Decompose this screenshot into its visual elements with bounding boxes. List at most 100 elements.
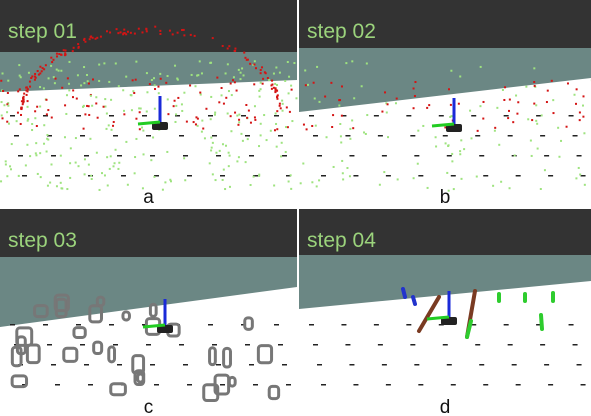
- floor-mark: [47, 344, 52, 346]
- point: [270, 130, 272, 132]
- point: [190, 34, 192, 36]
- point: [236, 115, 238, 117]
- point: [166, 151, 168, 153]
- point: [130, 32, 132, 34]
- point: [341, 115, 343, 117]
- point: [290, 174, 292, 176]
- point: [579, 174, 581, 176]
- point: [43, 124, 45, 126]
- point: [527, 118, 529, 120]
- floor-mark: [10, 115, 15, 117]
- point: [118, 162, 120, 164]
- point: [134, 156, 136, 158]
- point: [167, 98, 169, 100]
- point: [238, 119, 240, 121]
- point: [64, 136, 66, 138]
- point: [96, 152, 98, 154]
- floor-mark: [504, 115, 509, 117]
- floor-mark: [80, 135, 85, 137]
- floor-mark: [187, 384, 192, 386]
- point: [276, 110, 278, 112]
- floor-mark: [475, 135, 480, 137]
- point: [181, 110, 183, 112]
- point: [151, 79, 153, 81]
- point: [201, 72, 203, 74]
- point: [552, 112, 554, 114]
- point: [34, 117, 36, 119]
- floor-mark: [544, 155, 549, 157]
- floor-mark: [179, 344, 184, 346]
- point: [533, 103, 535, 105]
- point: [288, 92, 290, 94]
- panel-title: step 04: [307, 229, 376, 252]
- point: [132, 79, 134, 81]
- point: [470, 137, 472, 139]
- floor-mark: [249, 155, 254, 157]
- point: [498, 144, 500, 146]
- floor-mark: [109, 115, 114, 117]
- point: [47, 185, 49, 187]
- point: [100, 36, 102, 38]
- point: [43, 68, 45, 70]
- point: [222, 179, 224, 181]
- point: [271, 80, 273, 82]
- point: [103, 62, 105, 64]
- point: [224, 188, 226, 190]
- point: [243, 52, 245, 54]
- point: [282, 110, 284, 112]
- point: [123, 113, 125, 115]
- point: [445, 142, 447, 144]
- floor-mark: [150, 155, 155, 157]
- floor-mark: [121, 175, 126, 177]
- point: [273, 87, 275, 89]
- point: [202, 128, 204, 130]
- point: [230, 115, 232, 117]
- point: [232, 79, 234, 81]
- point: [83, 82, 85, 84]
- point: [125, 76, 127, 78]
- point: [177, 97, 179, 99]
- floor-mark: [51, 155, 56, 157]
- point: [61, 54, 63, 56]
- point: [304, 69, 306, 71]
- point: [2, 72, 4, 74]
- point: [88, 164, 90, 166]
- point: [479, 105, 481, 107]
- point: [254, 105, 256, 107]
- point: [234, 112, 236, 114]
- point: [459, 153, 461, 155]
- point: [247, 138, 249, 140]
- point: [122, 89, 124, 91]
- point: [303, 124, 305, 126]
- point: [152, 136, 154, 138]
- floor-mark: [353, 175, 358, 177]
- floor-mark: [414, 155, 419, 157]
- point: [145, 28, 147, 30]
- floor-mark: [216, 364, 221, 366]
- point: [83, 128, 85, 130]
- floor-mark: [76, 324, 81, 326]
- floor-mark: [150, 364, 155, 366]
- point: [64, 104, 66, 106]
- point: [275, 123, 277, 125]
- floor-mark: [349, 364, 354, 366]
- point: [314, 97, 316, 99]
- point: [77, 47, 79, 49]
- point: [47, 139, 49, 141]
- floor-mark: [109, 324, 114, 326]
- floor-mark: [208, 115, 213, 117]
- point: [413, 87, 415, 89]
- point: [284, 80, 286, 82]
- panel: step 01a: [0, 0, 297, 208]
- point: [35, 142, 37, 144]
- point: [54, 82, 56, 84]
- point: [45, 64, 47, 66]
- point: [91, 105, 93, 107]
- point: [154, 26, 156, 28]
- point: [99, 189, 101, 191]
- point: [291, 89, 293, 91]
- point: [541, 114, 543, 116]
- point: [535, 120, 537, 122]
- point: [46, 151, 48, 153]
- point: [222, 143, 224, 145]
